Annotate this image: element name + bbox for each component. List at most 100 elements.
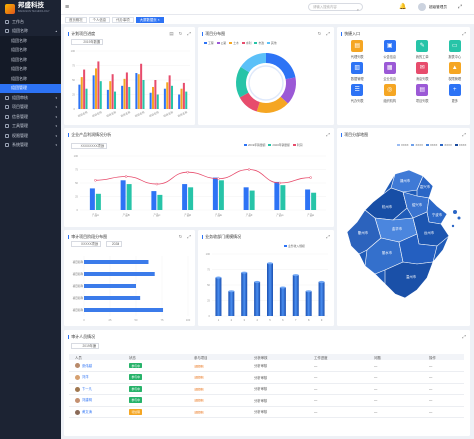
tab[interactable]: 个人信息 [88,16,111,23]
quick-entry-item[interactable]: ▦ 企业信息 [374,62,407,81]
quick-entry-item[interactable]: ▥ 数据管理 [341,62,374,81]
bar[interactable] [135,73,138,109]
legend-item[interactable]: XXXX [397,143,408,147]
table-row[interactable]: 黄文涛 待处理 进行中 分析审核 — — — [69,406,464,418]
action-cell[interactable]: — [429,394,464,407]
bar[interactable] [215,277,222,316]
person-name[interactable]: 张伟越 [82,363,92,368]
bar[interactable] [84,284,136,288]
quick-entry-item[interactable]: ☰ 代办列表 [341,84,374,103]
city-label[interactable]: 绍兴市 [412,202,423,207]
tab[interactable]: 首页概况 [65,16,87,23]
bar[interactable] [178,94,181,110]
legend-item[interactable]: 公路 [216,41,226,45]
quick-entry-item[interactable]: ✎ 我的工单 [406,40,439,59]
bar[interactable] [120,180,126,210]
bell-icon[interactable]: 🔔 [399,4,407,10]
year-select[interactable]: 2019年度 ▾ [71,343,99,349]
line-point[interactable] [186,170,189,174]
expand-icon[interactable]: ⤢ [326,233,330,239]
map-region[interactable] [384,261,434,299]
bar[interactable] [318,281,325,316]
action-cell[interactable]: — [429,383,464,395]
bar[interactable] [123,78,126,109]
expand-icon[interactable]: ⤢ [187,30,191,36]
legend-item[interactable]: 其他 [267,41,277,45]
sidebar-item[interactable]: 组团管理 [0,83,61,93]
line-point[interactable] [278,181,282,185]
bar[interactable] [241,272,248,316]
bar[interactable] [95,68,98,109]
bar[interactable] [78,84,81,109]
line-point[interactable] [94,179,97,182]
tab[interactable]: 大屏数据页 × [135,16,164,23]
bar[interactable] [137,74,140,109]
bar[interactable] [228,291,235,316]
expand-icon[interactable]: ⤢ [462,333,466,339]
sidebar-item[interactable]: 组团名称 [0,36,61,46]
legend-item[interactable]: XXXX [454,143,466,147]
expand-icon[interactable]: ⤢ [462,30,466,36]
export-icon[interactable]: ▤ [169,30,174,36]
quick-entry-item[interactable]: ▤ 代理列表 [341,40,374,59]
city-label[interactable]: 温州市 [406,274,417,279]
series-line[interactable] [95,169,311,185]
sidebar-item[interactable]: 组团名称 [0,45,61,55]
city-label[interactable]: 杭州市 [382,204,393,209]
sidebar-item[interactable]: 信息管理 ▾ [0,112,61,122]
sidebar-item[interactable]: 工具管理 ▾ [0,122,61,132]
line-point[interactable] [124,175,128,178]
legend-item[interactable]: 2020年销量额 [268,143,290,147]
bar[interactable] [280,185,286,210]
city-label[interactable]: 丽水市 [382,250,393,255]
bar[interactable] [182,82,185,109]
city-label[interactable]: 湖州市 [400,178,411,183]
legend-item[interactable]: 工程 [204,41,214,45]
city-label[interactable]: 金华市 [392,226,403,231]
refresh-icon[interactable]: ↻ [178,233,183,239]
bar[interactable] [182,184,188,210]
expand-icon[interactable]: ⤢ [326,131,330,137]
sidebar-item[interactable]: 项目管理 ▾ [0,103,61,113]
bar[interactable] [274,181,280,210]
bar[interactable] [185,91,188,109]
bar[interactable] [126,184,132,210]
bar[interactable] [84,308,164,312]
person-name[interactable]: 卞一凡 [82,386,92,391]
city-label[interactable]: 宁波市 [432,212,443,217]
year-select[interactable]: 2019年数据 ▾ [71,39,103,45]
line-point[interactable] [155,182,159,186]
expand-icon[interactable]: ⤢ [326,30,330,36]
bar[interactable] [142,80,145,109]
line-point[interactable] [309,176,312,179]
pie-slice[interactable] [236,66,250,98]
pie-slice[interactable] [266,53,296,80]
city-label[interactable]: 嘉兴市 [420,184,431,189]
pie-slice[interactable] [239,92,260,112]
city-label[interactable]: 台州市 [424,230,435,235]
quick-entry-item[interactable]: ✉ 消息列表 [406,62,439,81]
bar[interactable] [92,75,95,109]
city-label[interactable]: 衢州市 [358,230,369,235]
search-input[interactable]: 请输入搜索内容 ⌕ [308,3,363,12]
search-icon[interactable]: ⌕ [356,6,359,12]
quick-entry-item[interactable]: ◎ 组织机构 [374,84,407,103]
tab[interactable]: 代办事项 [112,16,134,23]
user-name[interactable]: 超级管理员 [429,5,447,9]
sidebar-item[interactable]: 组团审核 ▾ [0,93,61,103]
sidebar-item[interactable]: 组团名称 [0,64,61,74]
fullscreen-icon[interactable]: ⤢ [458,4,463,10]
bar[interactable] [84,296,141,300]
line-point[interactable] [217,177,220,180]
bar[interactable] [128,86,131,109]
legend-item[interactable]: XXXX [425,143,437,147]
person-name[interactable]: 刘建明 [82,398,92,403]
bar[interactable] [218,180,224,210]
bar[interactable] [156,94,159,110]
bar[interactable] [140,63,143,109]
sidebar-item[interactable]: 权限管理 ▾ [0,131,61,141]
refresh-icon[interactable]: ↻ [317,30,322,36]
bar[interactable] [279,287,286,316]
person-name[interactable]: 黄文涛 [82,409,92,414]
legend-item[interactable]: XXXX [411,143,423,147]
